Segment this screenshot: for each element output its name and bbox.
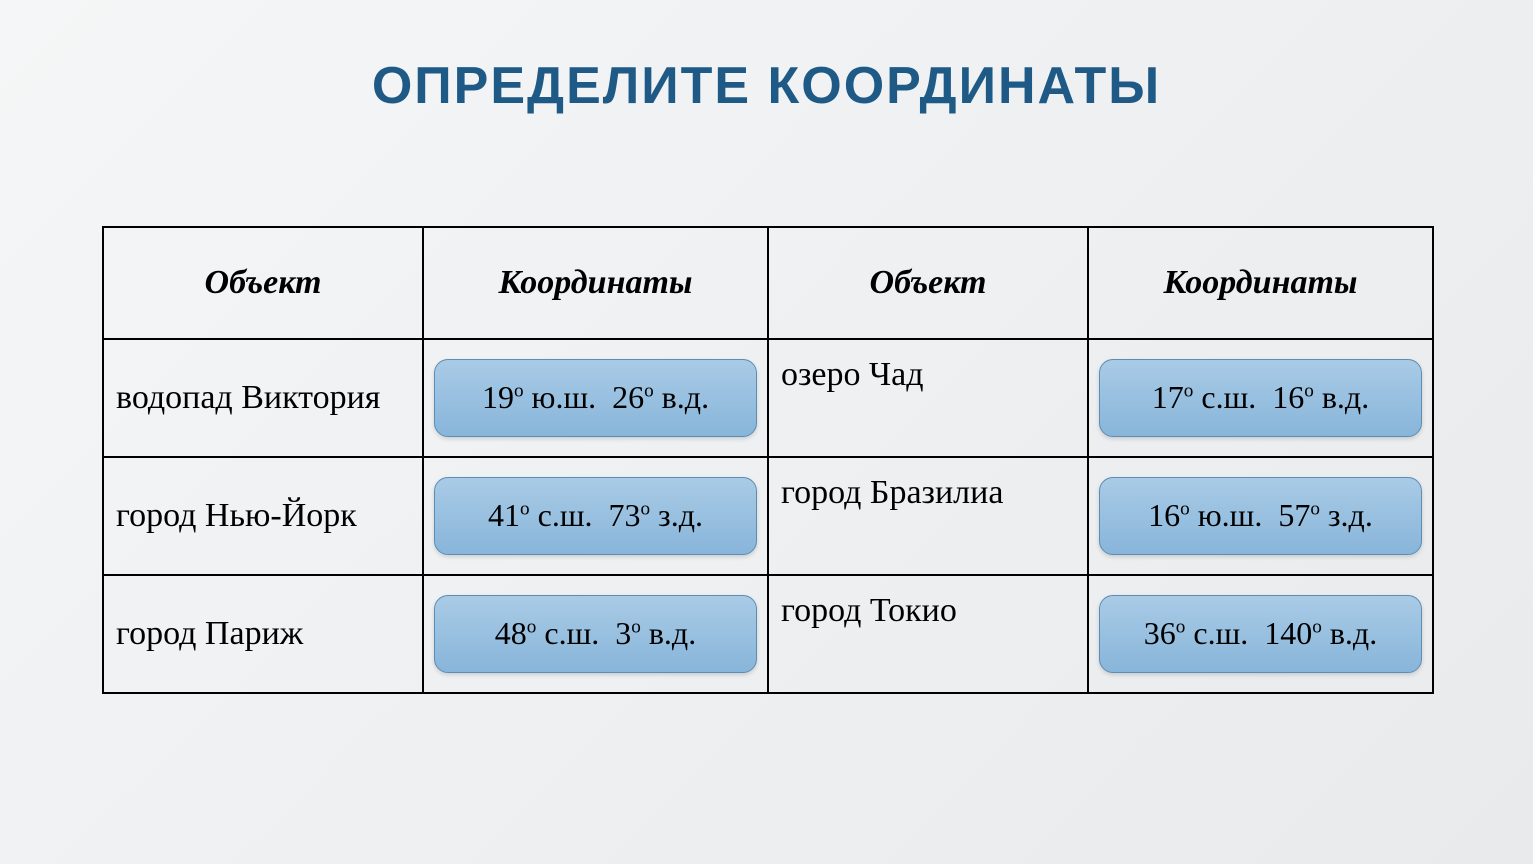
lon-dir: в.д. [1330, 615, 1377, 651]
lon-deg: 73 [608, 497, 640, 533]
lon-dir: в.д. [662, 379, 709, 415]
table-header-row: Объект Координаты Объект Координаты [103, 227, 1433, 339]
degree-symbol: о [1310, 499, 1320, 520]
degree-symbol: о [1304, 381, 1314, 402]
coords-box: 17о с.ш. 16о в.д. [1099, 359, 1422, 436]
degree-symbol: о [1184, 381, 1194, 402]
cell-coords: 17о с.ш. 16о в.д. [1088, 339, 1433, 457]
table-row: водопад Виктория 19о ю.ш. 26о в.д. озеро… [103, 339, 1433, 457]
cell-coords: 41о с.ш. 73о з.д. [423, 457, 768, 575]
lat-deg: 41 [488, 497, 520, 533]
lat-dir: ю.ш. [1198, 497, 1263, 533]
col-header-object-1: Объект [103, 227, 423, 339]
cell-object: город Бразилиа [768, 457, 1088, 575]
coords-box: 16о ю.ш. 57о з.д. [1099, 477, 1422, 554]
lat-deg: 19 [482, 379, 514, 415]
lat-dir: ю.ш. [532, 379, 597, 415]
degree-symbol: о [1312, 617, 1322, 638]
page-title: ОПРЕДЕЛИТЕ КООРДИНАТЫ [0, 56, 1533, 116]
coords-box: 19о ю.ш. 26о в.д. [434, 359, 757, 436]
cell-coords: 48о с.ш. 3о в.д. [423, 575, 768, 693]
col-header-object-2: Объект [768, 227, 1088, 339]
cell-coords: 36о с.ш. 140о в.д. [1088, 575, 1433, 693]
coords-box: 41о с.ш. 73о з.д. [434, 477, 757, 554]
lon-deg: 3 [615, 615, 631, 651]
lon-dir: з.д. [658, 497, 703, 533]
lat-dir: с.ш. [544, 615, 599, 651]
col-header-coords-2: Координаты [1088, 227, 1433, 339]
lon-dir: в.д. [1322, 379, 1369, 415]
degree-symbol: о [514, 381, 524, 402]
lat-deg: 16 [1148, 497, 1180, 533]
cell-object: водопад Виктория [103, 339, 423, 457]
col-header-coords-1: Координаты [423, 227, 768, 339]
degree-symbol: о [1180, 499, 1190, 520]
lon-dir: з.д. [1328, 497, 1373, 533]
coords-box: 36о с.ш. 140о в.д. [1099, 595, 1422, 672]
cell-object: город Токио [768, 575, 1088, 693]
lat-deg: 36 [1144, 615, 1176, 651]
coords-box: 48о с.ш. 3о в.д. [434, 595, 757, 672]
lat-deg: 48 [495, 615, 527, 651]
degree-symbol: о [527, 617, 537, 638]
lat-deg: 17 [1152, 379, 1184, 415]
degree-symbol: о [644, 381, 654, 402]
degree-symbol: о [640, 499, 650, 520]
cell-coords: 19о ю.ш. 26о в.д. [423, 339, 768, 457]
degree-symbol: о [520, 499, 530, 520]
lon-deg: 26 [612, 379, 644, 415]
degree-symbol: о [1176, 617, 1186, 638]
lat-dir: с.ш. [1193, 615, 1248, 651]
cell-object: город Нью-Йорк [103, 457, 423, 575]
lat-dir: с.ш. [1201, 379, 1256, 415]
table-row: город Нью-Йорк 41о с.ш. 73о з.д. город Б… [103, 457, 1433, 575]
cell-object: озеро Чад [768, 339, 1088, 457]
lon-dir: в.д. [649, 615, 696, 651]
table-row: город Париж 48о с.ш. 3о в.д. город Токио… [103, 575, 1433, 693]
degree-symbol: о [631, 617, 641, 638]
cell-coords: 16о ю.ш. 57о з.д. [1088, 457, 1433, 575]
lon-deg: 57 [1278, 497, 1310, 533]
lon-deg: 140 [1264, 615, 1312, 651]
lat-dir: с.ш. [538, 497, 593, 533]
coordinates-table: Объект Координаты Объект Координаты водо… [102, 226, 1432, 694]
cell-object: город Париж [103, 575, 423, 693]
lon-deg: 16 [1272, 379, 1304, 415]
